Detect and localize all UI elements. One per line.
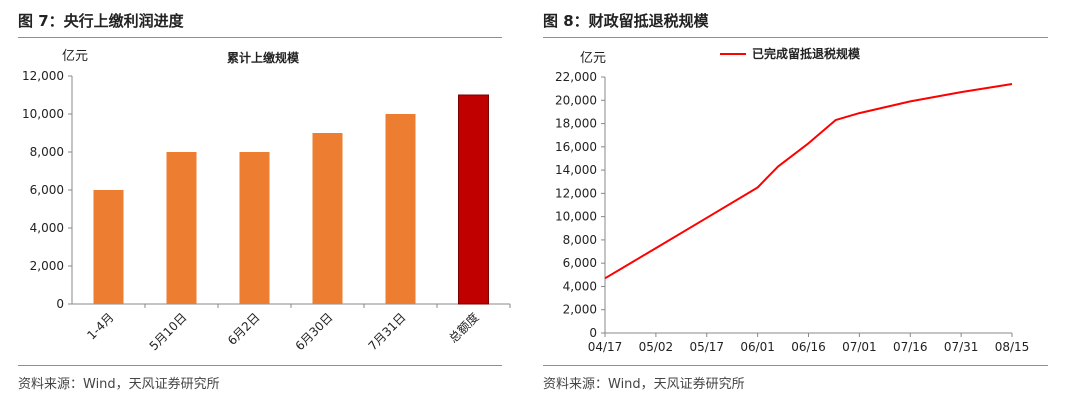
- bar-y-tick-label: 0: [56, 297, 64, 311]
- bar-chart-title: 累计上缴规模: [227, 50, 300, 65]
- bar-y-tick-label: 6,000: [30, 183, 64, 197]
- line-x-tick-label: 05/02: [639, 340, 674, 354]
- bar: [312, 133, 343, 304]
- line-x-tick-label: 07/16: [893, 340, 928, 354]
- line-chart: 亿元 已完成留抵退税规模 0 2,000 4,000 6,000 8,000 10,000…: [555, 46, 1030, 354]
- line-x-tick-label: 05/17: [689, 340, 724, 354]
- line-y-tick-label: 2,000: [563, 303, 597, 317]
- line-y-tick-label: 8,000: [563, 233, 597, 247]
- bar-y-tick-label: 12,000: [22, 69, 64, 83]
- bar-x-tick-label: 1-4月: [84, 310, 116, 342]
- line-x-tick-label: 07/01: [842, 340, 877, 354]
- figure-8-source: 资料来源：Wind，天风证券研究所: [543, 377, 745, 392]
- series-line: [604, 83, 1013, 280]
- line-x-tick-label: 06/01: [740, 340, 775, 354]
- figure-7-bottom-rule: [18, 365, 502, 366]
- line-x-tick-label: 07/31: [944, 340, 979, 354]
- line-y-tick-label: 16,000: [555, 140, 597, 154]
- figure-8-bottom-rule: [543, 365, 1048, 366]
- figure-7-source: 资料来源：Wind，天风证券研究所: [18, 377, 220, 392]
- line-y-tick-label: 10,000: [555, 210, 597, 224]
- bar-x-tick-label: 总额度: [446, 310, 482, 346]
- line-y-tick-label: 0: [589, 326, 597, 340]
- figure-8-top-rule: [543, 37, 1048, 38]
- line-y-tick-label: 4,000: [563, 279, 597, 293]
- bar-x-tick-label: 7月31日: [366, 310, 409, 353]
- bar: [385, 114, 416, 304]
- bar: [458, 94, 489, 305]
- line-x-tick-label: 04/17: [588, 340, 623, 354]
- line-y-tick-label: 14,000: [555, 163, 597, 177]
- line-y-tick-label: 20,000: [555, 93, 597, 107]
- bar-chart-y-unit: 亿元: [62, 49, 88, 64]
- bar-x-tick-label: 6月2日: [225, 310, 263, 348]
- line-y-tick-label: 22,000: [555, 70, 597, 84]
- line-y-tick-label: 6,000: [563, 256, 597, 270]
- line-x-tick-label: 08/15: [995, 340, 1030, 354]
- bar-x-tick-label: 6月30日: [293, 310, 336, 353]
- bar-chart: 累计上缴规模 亿元 0 2,000 4,000 6,000 8,000 10,000 12,…: [22, 49, 511, 353]
- bar-y-tick-label: 10,000: [22, 107, 64, 121]
- line-y-tick-label: 12,000: [555, 186, 597, 200]
- figure-7-title: 图 7：央行上缴利润进度: [18, 12, 184, 30]
- bar-x-tick-label: 5月10日: [147, 310, 190, 353]
- bar: [239, 152, 270, 304]
- bar: [166, 152, 197, 304]
- figure-7-top-rule: [18, 37, 502, 38]
- line-chart-y-unit: 亿元: [580, 51, 606, 66]
- bar-y-tick-label: 2,000: [30, 259, 64, 273]
- bar-y-tick-label: 8,000: [30, 145, 64, 159]
- line-y-tick-label: 18,000: [555, 117, 597, 131]
- line-x-tick-label: 06/16: [791, 340, 826, 354]
- bar: [93, 190, 124, 304]
- bar-y-tick-label: 4,000: [30, 221, 64, 235]
- line-chart-legend-label: 已完成留抵退税规模: [752, 46, 861, 61]
- figure-8-title: 图 8：财政留抵退税规模: [543, 12, 709, 30]
